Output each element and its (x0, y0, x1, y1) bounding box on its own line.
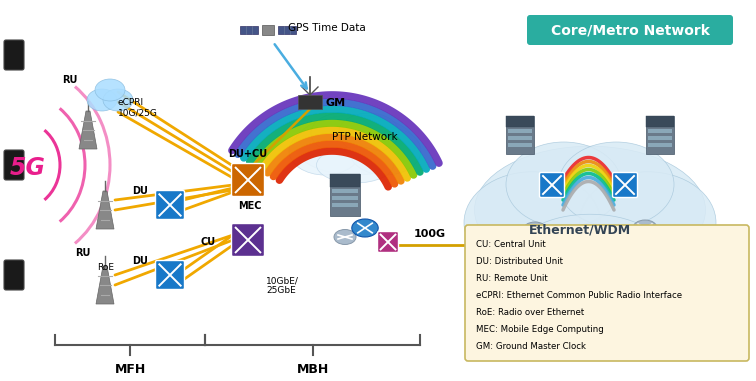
Text: PTP Network: PTP Network (332, 132, 398, 142)
Bar (648, 129, 672, 133)
Text: DU: Distributed Unit: DU: Distributed Unit (476, 257, 563, 266)
FancyBboxPatch shape (540, 173, 565, 197)
Ellipse shape (295, 115, 416, 175)
FancyBboxPatch shape (4, 260, 24, 290)
Bar (508, 143, 532, 147)
Text: RoE: Radio over Ethernet: RoE: Radio over Ethernet (476, 308, 584, 317)
Polygon shape (96, 266, 114, 304)
Text: RU: Remote Unit: RU: Remote Unit (476, 274, 548, 283)
Text: 100G: 100G (414, 229, 446, 239)
Bar (498, 249, 522, 253)
Bar (653, 256, 677, 260)
Bar (332, 196, 358, 200)
Ellipse shape (87, 89, 117, 111)
Bar (330, 174, 360, 187)
Text: eCPRI
10G/25G: eCPRI 10G/25G (118, 98, 158, 118)
Text: Core/Metro Network: Core/Metro Network (550, 23, 709, 37)
Ellipse shape (95, 79, 125, 101)
Bar (506, 116, 534, 154)
FancyBboxPatch shape (612, 173, 637, 197)
Text: DU: DU (132, 186, 148, 196)
Polygon shape (79, 111, 97, 149)
Ellipse shape (464, 172, 600, 274)
Ellipse shape (349, 127, 421, 175)
Bar (498, 263, 522, 267)
Bar (330, 174, 360, 216)
Text: MEC: Mobile Edge Computing: MEC: Mobile Edge Computing (476, 325, 604, 334)
Bar (648, 136, 672, 140)
Ellipse shape (475, 146, 705, 274)
FancyBboxPatch shape (156, 190, 184, 219)
Ellipse shape (103, 89, 133, 111)
Text: 10GbE/
25GbE: 10GbE/ 25GbE (266, 276, 299, 295)
Text: MBH: MBH (296, 363, 329, 376)
Ellipse shape (339, 113, 399, 153)
Text: Ethernet/WDM: Ethernet/WDM (529, 224, 631, 237)
Ellipse shape (516, 214, 664, 291)
Bar (262, 25, 274, 35)
Bar (506, 116, 534, 127)
Text: eCPRI: Ethernet Common Public Radio Interface: eCPRI: Ethernet Common Public Radio Inte… (476, 291, 682, 300)
Bar (332, 203, 358, 207)
Text: DU: DU (132, 256, 148, 266)
FancyBboxPatch shape (377, 232, 398, 253)
FancyBboxPatch shape (156, 261, 184, 290)
Ellipse shape (334, 229, 356, 245)
Bar (648, 143, 672, 147)
Ellipse shape (506, 142, 621, 227)
Ellipse shape (633, 220, 657, 236)
Bar (653, 249, 677, 253)
Bar (496, 236, 524, 274)
Ellipse shape (580, 172, 716, 274)
FancyBboxPatch shape (231, 224, 265, 256)
Ellipse shape (559, 142, 674, 227)
Polygon shape (96, 191, 114, 229)
Ellipse shape (523, 222, 547, 238)
Text: MEC: MEC (238, 201, 262, 211)
Bar (498, 256, 522, 260)
FancyBboxPatch shape (4, 40, 24, 70)
Text: GM: Ground Master Clock: GM: Ground Master Clock (476, 342, 586, 351)
Bar (651, 236, 679, 274)
FancyBboxPatch shape (527, 15, 733, 45)
Bar (332, 189, 358, 193)
Bar (496, 236, 524, 247)
Text: MFH: MFH (114, 363, 146, 376)
Text: RoE: RoE (97, 263, 114, 272)
Ellipse shape (289, 127, 361, 175)
Ellipse shape (352, 219, 378, 237)
Text: RU: RU (76, 248, 91, 258)
FancyBboxPatch shape (4, 150, 24, 180)
Text: CU: CU (201, 237, 216, 247)
FancyBboxPatch shape (231, 163, 265, 197)
Text: DU+CU: DU+CU (228, 149, 268, 159)
Bar (508, 129, 532, 133)
Bar (298, 95, 322, 109)
Bar (651, 236, 679, 247)
Ellipse shape (311, 113, 371, 153)
FancyBboxPatch shape (465, 225, 749, 361)
Bar (240, 26, 258, 34)
Text: GPS Time Data: GPS Time Data (288, 23, 366, 33)
Bar (646, 116, 674, 127)
Bar (653, 263, 677, 267)
Bar (278, 26, 296, 34)
Text: 5G: 5G (10, 156, 46, 180)
Text: CU: Central Unit: CU: Central Unit (476, 240, 546, 249)
FancyBboxPatch shape (609, 237, 631, 259)
FancyBboxPatch shape (547, 237, 569, 259)
Text: GM: GM (326, 98, 346, 108)
Bar (646, 116, 674, 154)
Bar (508, 136, 532, 140)
Ellipse shape (317, 147, 394, 183)
Text: RU: RU (62, 75, 78, 85)
